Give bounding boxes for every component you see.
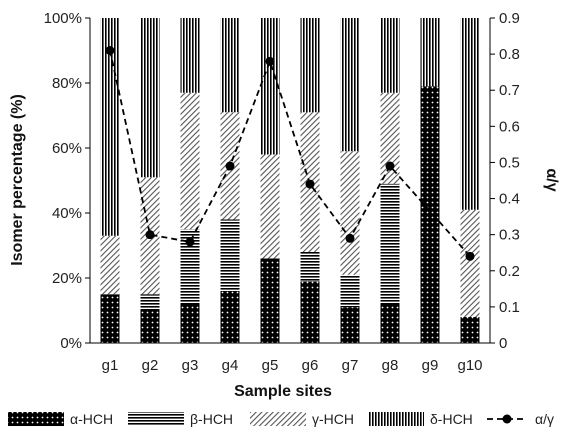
bar-g3-gamma-hch	[180, 92, 200, 230]
bar-g2-delta-hch	[140, 18, 160, 178]
y-tick-label: 100%	[44, 10, 82, 27]
x-tick-label-g4: g4	[222, 357, 239, 374]
bar-g4-alpha-hch	[220, 291, 240, 343]
legend-swatch-gamma-hch	[250, 412, 306, 426]
y-tick-label: 60%	[52, 140, 82, 157]
y2-tick-label: 0.3	[499, 227, 520, 244]
legend-swatch-alpha-hch	[8, 412, 64, 426]
ratio-point-g10	[465, 251, 475, 261]
axes-layer: 0% 20% 40% 60% 80% 100% 0 0.1 0.2 0.3 0.4 0.5 0.6 0.7…	[44, 10, 520, 374]
ratio-series-line	[109, 50, 471, 257]
x-tick-label-g1: g1	[102, 357, 119, 374]
bar-g3-delta-hch	[180, 18, 200, 93]
legend-swatch-ratio-marker	[502, 414, 512, 424]
bar-g5-delta-hch	[260, 18, 280, 155]
x-tick-label-g3: g3	[182, 357, 199, 374]
x-tick-label-g9: g9	[422, 357, 439, 374]
legend-swatch-beta-hch	[128, 412, 184, 426]
x-tick-label-g7: g7	[342, 357, 359, 374]
x-tick-label-g2: g2	[142, 357, 159, 374]
bar-g7-alpha-hch	[340, 307, 360, 343]
y2-axis-title: α/γ	[543, 168, 560, 191]
bar-g7-gamma-hch	[340, 151, 360, 275]
bar-g8-delta-hch	[380, 18, 400, 93]
bar-g7-beta-hch	[340, 274, 360, 308]
legend-label-alpha-hch: α-HCH	[70, 411, 113, 427]
y2-tick-label: 0.7	[499, 82, 520, 99]
bar-g4-beta-hch	[220, 219, 240, 291]
y-axis-title: Isomer percentage (%)	[9, 94, 26, 266]
ratio-point-g3	[185, 237, 195, 247]
y2-tick-label: 0.5	[499, 154, 520, 171]
bar-g4-delta-hch	[220, 18, 240, 113]
ratio-point-g7	[345, 233, 355, 243]
y-tick-label: 20%	[52, 270, 82, 287]
bar-g2-beta-hch	[140, 294, 160, 311]
bar-g8-gamma-hch	[380, 92, 400, 184]
legend-label-beta-hch: β-HCH	[190, 411, 233, 427]
ratio-point-g1	[105, 46, 115, 55]
bar-g6-delta-hch	[300, 18, 320, 113]
x-tick-label-g6: g6	[302, 357, 319, 374]
x-tick-label-g5: g5	[262, 357, 279, 374]
legend-label-ratio: α/γ	[535, 411, 554, 427]
y-tick-label: 0%	[60, 335, 82, 352]
y2-tick-label: 0	[499, 335, 507, 352]
bar-g9-alpha-hch	[420, 86, 440, 343]
ratio-point-g8	[385, 161, 395, 171]
y2-tick-label: 0.2	[499, 263, 520, 280]
legend-swatch-delta-hch	[368, 412, 424, 426]
bar-g8-beta-hch	[380, 183, 400, 304]
y2-tick-label: 0.1	[499, 299, 520, 316]
y2-tick-label: 0.8	[499, 46, 520, 63]
y2-tick-label: 0.6	[499, 118, 520, 135]
bar-g3-alpha-hch	[180, 304, 200, 343]
bar-g6-beta-hch	[300, 252, 320, 282]
bar-g1-gamma-hch	[100, 235, 120, 295]
bar-g8-alpha-hch	[380, 304, 400, 343]
y-tick-label: 40%	[52, 205, 82, 222]
bar-g7-delta-hch	[340, 18, 360, 152]
ratio-point-g2	[145, 230, 155, 240]
y-tick-label: 80%	[52, 75, 82, 92]
legend-label-delta-hch: δ-HCH	[430, 411, 473, 427]
y2-tick-label: 0.9	[499, 10, 520, 27]
bar-g1-alpha-hch	[100, 294, 120, 343]
legend: α-HCH β-HCH γ-HCH δ-HCH α/γ	[8, 411, 554, 427]
bar-g2-alpha-hch	[140, 310, 160, 343]
bar-g3-beta-hch	[180, 229, 200, 304]
bar-g5-gamma-hch	[260, 154, 280, 259]
bar-g10-delta-hch	[460, 18, 480, 210]
ratio-point-g4	[225, 161, 235, 171]
bar-g10-gamma-hch	[460, 209, 480, 317]
bars-layer	[100, 18, 480, 343]
bar-g6-alpha-hch	[300, 281, 320, 343]
bar-g9-delta-hch	[420, 18, 440, 87]
ratio-point-g6	[305, 179, 315, 189]
ratio-point-g5	[265, 56, 275, 66]
ratio-line-layer	[105, 46, 475, 261]
x-tick-label-g10: g10	[457, 357, 482, 374]
legend-label-gamma-hch: γ-HCH	[312, 411, 354, 427]
bar-g10-alpha-hch	[460, 317, 480, 343]
bar-g5-alpha-hch	[260, 258, 280, 343]
y2-tick-label: 0.4	[499, 191, 520, 208]
x-tick-label-g8: g8	[382, 357, 399, 374]
x-axis-title: Sample sites	[234, 383, 332, 400]
